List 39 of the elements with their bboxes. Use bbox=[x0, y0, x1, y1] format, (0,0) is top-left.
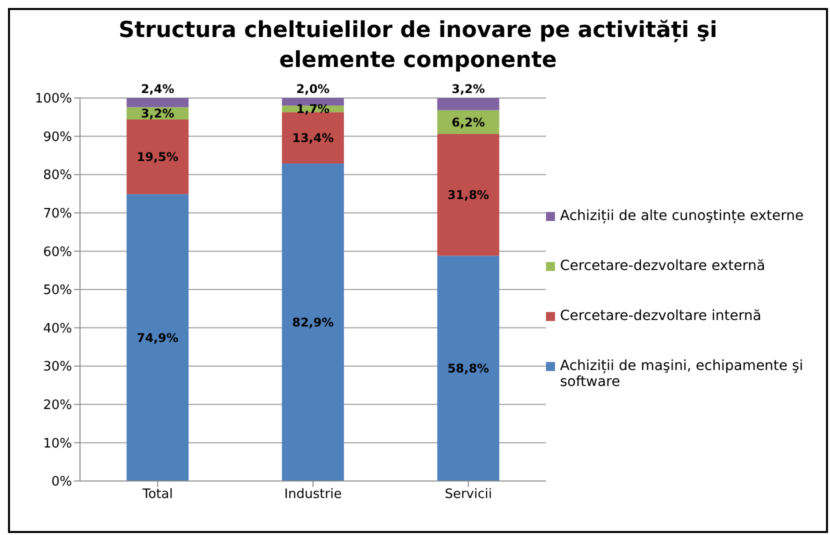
x-tick-label: Servicii bbox=[444, 487, 492, 502]
y-tick-label: 20% bbox=[43, 398, 72, 414]
data-label: 3,2% bbox=[140, 106, 174, 121]
chart-title: Structura cheltuielilor de inovare pe activități şi elemente componente bbox=[118, 17, 718, 75]
data-label: 3,2% bbox=[452, 82, 485, 96]
legend-label: Achiziții de maşini, echipamente şi software bbox=[560, 358, 804, 390]
x-tick-label: Industrie bbox=[284, 487, 342, 502]
data-label: 31,8% bbox=[447, 188, 490, 202]
bar bbox=[437, 256, 500, 481]
data-label: 2,4% bbox=[140, 82, 174, 96]
legend-label: Achiziții de alte cunoştințe externe bbox=[560, 208, 804, 224]
y-tick-label: 60% bbox=[43, 244, 72, 260]
y-tick-label: 50% bbox=[43, 283, 72, 298]
data-label: 2,0% bbox=[296, 82, 330, 96]
y-tick-label: 90% bbox=[43, 130, 72, 145]
bar bbox=[126, 119, 189, 194]
bar bbox=[126, 194, 189, 481]
y-tick-label: 0% bbox=[51, 474, 72, 490]
data-label: 1,7% bbox=[296, 102, 330, 116]
bar bbox=[437, 98, 500, 110]
y-tick-label: 80% bbox=[43, 168, 72, 184]
bar bbox=[282, 163, 344, 481]
data-label: 58,8% bbox=[447, 362, 490, 376]
y-tick-label: 100% bbox=[34, 92, 72, 107]
data-label: 82,9% bbox=[292, 316, 334, 330]
bar bbox=[126, 98, 189, 108]
data-label: 19,5% bbox=[136, 150, 178, 164]
x-tick-label: Total bbox=[141, 487, 173, 502]
y-tick-label: 70% bbox=[43, 206, 72, 222]
data-label: 6,2% bbox=[452, 115, 485, 130]
data-label: 74,9% bbox=[136, 330, 178, 345]
legend-label: Cercetare-dezvoltare internă bbox=[560, 308, 762, 324]
y-tick-label: 10% bbox=[43, 436, 72, 452]
legend-label: Cercetare-dezvoltare externă bbox=[560, 258, 766, 274]
bar bbox=[437, 134, 500, 256]
bar bbox=[282, 98, 344, 106]
data-label: 13,4% bbox=[292, 131, 334, 146]
y-tick-label: 30% bbox=[43, 360, 72, 375]
y-tick-label: 40% bbox=[43, 321, 72, 336]
